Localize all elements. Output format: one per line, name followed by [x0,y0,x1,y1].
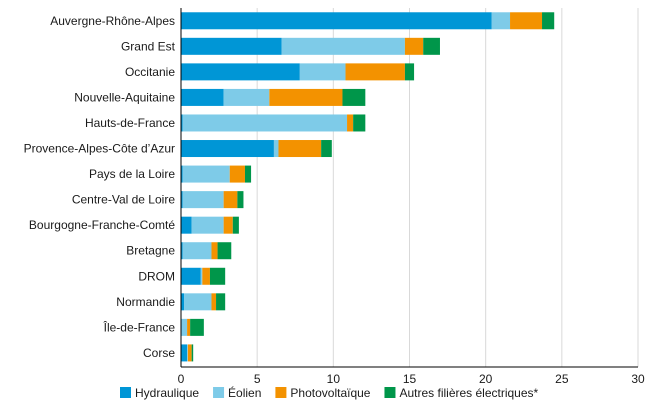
category-label: Auvergne-Rhône-Alpes [50,14,175,28]
bar-segment-3 [278,140,321,157]
bar-segment-2 [282,38,405,55]
category-label: Bretagne [126,244,175,258]
bar-segment-1 [181,217,192,234]
bar-segment-4 [210,268,225,285]
bar-segment-3 [187,319,190,336]
bar-segment-3 [202,268,210,285]
bar-segment-2 [492,12,510,29]
bar-segment-3 [346,63,405,80]
bar-segment-2 [201,268,203,285]
bar-segment-4 [233,217,239,234]
bar-segment-1 [181,344,187,361]
category-label: Bourgogne-Franche-Comté [29,218,175,232]
category-label: DROM [138,269,175,283]
bar-segment-4 [192,344,194,361]
bar-segment-3 [230,166,245,183]
bar-segment-1 [181,63,300,80]
grid [257,8,638,367]
category-label: Hauts-de-France [85,116,175,130]
bar-segment-2 [182,319,187,336]
bar-segment-3 [347,114,353,131]
bar-segment-3 [510,12,542,29]
bars [181,12,554,361]
bar-segment-2 [183,242,212,259]
bar-segment-4 [405,63,414,80]
bar-segment-3 [405,38,423,55]
category-label: Normandie [116,295,175,309]
x-tick-label: 5 [254,372,261,386]
bar-segment-2 [183,166,230,183]
bar-segment-1 [181,12,492,29]
bar-segment-4 [423,38,440,55]
legend-swatch-1 [120,387,131,398]
legend-swatch-2 [213,387,224,398]
bar-segment-3 [211,242,217,259]
bar-segment-2 [187,344,188,361]
legend-swatch-3 [275,387,286,398]
bar-segment-4 [342,89,365,106]
bar-segment-4 [237,191,243,208]
x-tick-label: 15 [403,372,417,386]
bar-segment-1 [181,140,274,157]
x-tick-label: 30 [631,372,645,386]
bar-segment-2 [183,191,224,208]
category-label: Provence-Alpes-Côte d’Azur [24,142,175,156]
bar-segment-1 [181,268,201,285]
bar-segment-3 [211,293,216,310]
bar-segment-2 [300,63,346,80]
bar-segment-3 [224,217,233,234]
legend-label: Autres filières électriques* [399,386,538,400]
legend-label: Éolien [228,385,261,400]
category-label: Occitanie [125,65,175,79]
x-tick-label: 0 [178,372,185,386]
bar-segment-4 [245,166,251,183]
bar-segment-4 [353,114,365,131]
bar-segment-2 [274,140,279,157]
legend-label: Hydraulique [135,386,199,400]
bar-segment-4 [190,319,204,336]
category-label: Île-de-France [103,319,176,334]
bar-segment-2 [224,89,270,106]
bar-segment-1 [181,89,224,106]
bar-segment-3 [224,191,238,208]
legend-label: Photovoltaïque [290,386,370,400]
bar-segment-2 [183,114,348,131]
legend: Hydraulique Éolien Photovoltaïque Autres fi… [120,385,539,400]
bar-segment-3 [269,89,342,106]
bar-segment-1 [181,38,282,55]
bar-segment-3 [188,344,192,361]
category-label: Nouvelle-Aquitaine [74,90,175,104]
bar-segment-4 [321,140,332,157]
bar-segment-2 [184,293,211,310]
x-tick-label: 25 [555,372,569,386]
bar-segment-4 [216,293,225,310]
bar-segment-4 [218,242,232,259]
category-label: Grand Est [121,39,176,53]
category-label: Corse [143,346,175,360]
x-tick-label: 10 [327,372,341,386]
bar-segment-4 [542,12,554,29]
bar-segment-2 [192,217,224,234]
legend-swatch-4 [384,387,395,398]
category-label: Centre-Val de Loire [72,193,175,207]
category-label: Pays de la Loire [89,167,175,181]
x-tick-label: 20 [479,372,493,386]
